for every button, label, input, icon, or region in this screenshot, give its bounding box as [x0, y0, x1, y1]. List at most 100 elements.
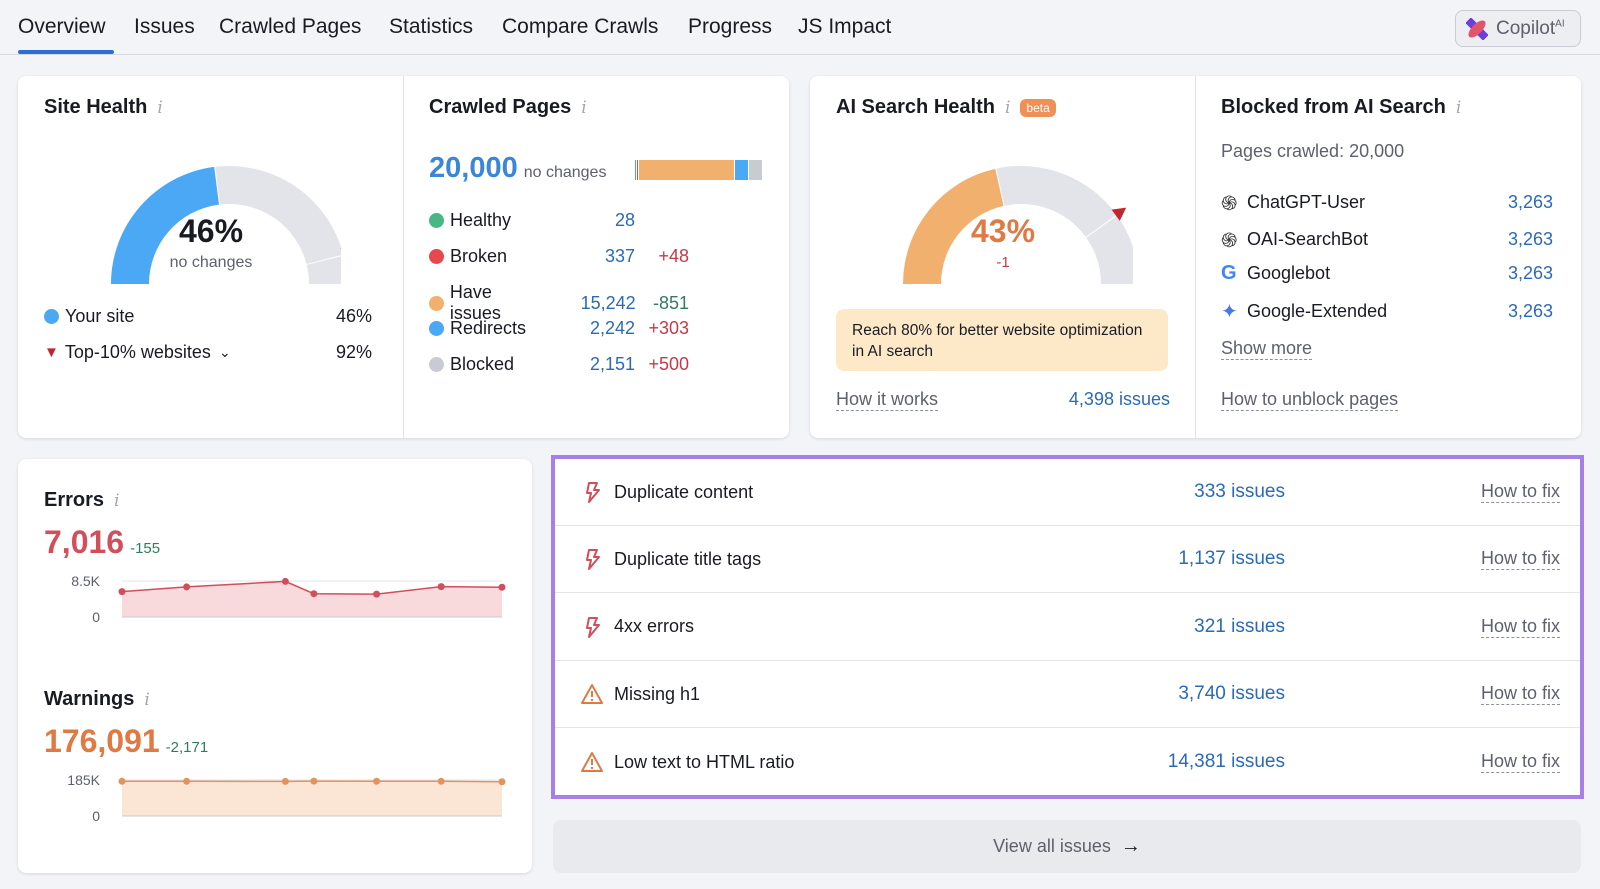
show-more-link[interactable]: Show more: [1221, 338, 1313, 360]
row-value[interactable]: 2,242: [589, 318, 635, 338]
site-health-title: Site Health i: [44, 96, 163, 118]
data-point[interactable]: [183, 777, 191, 785]
data-point[interactable]: [183, 583, 191, 591]
status-dot-icon: [429, 213, 444, 228]
copilot-button[interactable]: CopilotAI: [1455, 10, 1581, 47]
chevron-down-icon[interactable]: ⌄: [218, 344, 231, 360]
y-tick-label: 0: [92, 609, 100, 625]
issue-name[interactable]: Duplicate content: [614, 481, 754, 502]
beta-badge: beta: [1020, 98, 1056, 117]
ai-health-value: 43%: [970, 213, 1036, 249]
view-all-issues-button[interactable]: View all issues →: [553, 820, 1581, 873]
how-to-fix-link[interactable]: How to fix: [1480, 751, 1560, 774]
area-fill: [122, 581, 502, 617]
row-label: Healthy: [450, 210, 512, 230]
crawled-row-have-issues[interactable]: Have issues 15,242 -851: [429, 282, 689, 324]
issue-name[interactable]: Low text to HTML ratio: [614, 751, 795, 772]
bot-value[interactable]: 3,263: [1507, 192, 1553, 212]
bar-segment-broken: [636, 160, 640, 180]
info-icon[interactable]: i: [1004, 97, 1011, 118]
how-to-fix-link[interactable]: How to fix: [1480, 481, 1560, 503]
tab-compare-crawls[interactable]: Compare Crawls: [502, 15, 659, 38]
data-point[interactable]: [373, 777, 381, 785]
blocked-ai-title: Blocked from AI Search i: [1221, 96, 1462, 118]
bot-value[interactable]: 3,263: [1507, 263, 1553, 283]
data-point[interactable]: [437, 583, 445, 591]
crawled-row-redirects[interactable]: Redirects 2,242 +303: [429, 318, 689, 339]
info-icon[interactable]: i: [157, 97, 163, 118]
data-point[interactable]: [437, 777, 445, 785]
ai-health-title: AI Search Health i beta: [836, 96, 1056, 119]
data-point[interactable]: [118, 588, 126, 596]
tab-statistics[interactable]: Statistics: [389, 15, 474, 38]
crawled-row-blocked[interactable]: Blocked 2,151 +500: [429, 354, 689, 375]
google-icon: G: [1221, 262, 1237, 284]
y-tick-label: 185K: [67, 772, 100, 788]
ai-overview-card: AI Search Health i beta 43% -1 Reach 80% f…: [810, 76, 1581, 438]
bot-row: ֍ ChatGPT-User 3,263: [1221, 189, 1553, 216]
issue-row: Duplicate title tags 1,137 issues How to f…: [555, 526, 1580, 594]
gauge-track: [215, 166, 341, 265]
ai-issues-link[interactable]: 4,398 issues: [1068, 389, 1170, 409]
ai-health-change: -1: [996, 254, 1010, 271]
row-label: Have issues: [449, 282, 501, 323]
info-icon[interactable]: i: [1455, 97, 1462, 118]
data-point[interactable]: [118, 777, 126, 785]
info-icon[interactable]: i: [581, 97, 587, 118]
data-point[interactable]: [281, 777, 289, 785]
issue-name[interactable]: Duplicate title tags: [614, 548, 762, 569]
issue-count-link[interactable]: 321 issues: [1194, 615, 1285, 637]
row-value[interactable]: 15,242: [580, 292, 636, 313]
issue-count-link[interactable]: 3,740 issues: [1178, 683, 1285, 705]
warnings-total[interactable]: 176,091: [44, 723, 160, 759]
data-point[interactable]: [310, 777, 318, 785]
top-nav: Overview Issues Crawled Pages Statistics…: [0, 0, 1600, 55]
bot-value[interactable]: 3,263: [1507, 300, 1553, 321]
gauge-track: [1086, 215, 1133, 284]
bar-segment-have-issues: [639, 160, 736, 180]
site-health-change: no changes: [169, 254, 253, 271]
issue-name[interactable]: 4xx errors: [614, 616, 695, 637]
issue-count-link[interactable]: 1,137 issues: [1178, 548, 1285, 570]
row-value[interactable]: 28: [614, 210, 635, 230]
info-icon[interactable]: i: [114, 490, 120, 511]
row-delta: +303: [648, 318, 689, 338]
legend-top-10[interactable]: ▼ Top-10% websites ⌄ 92%: [44, 342, 372, 362]
data-point[interactable]: [281, 577, 289, 585]
crawled-row-healthy[interactable]: Healthy 28: [429, 210, 689, 231]
warnings-title: Warnings i: [44, 688, 150, 710]
issue-count-link[interactable]: 333 issues: [1194, 481, 1285, 502]
issue-name[interactable]: Missing h1: [614, 683, 701, 704]
bot-value[interactable]: 3,263: [1507, 228, 1553, 249]
row-delta: +500: [648, 354, 689, 374]
crawled-row-broken[interactable]: Broken 337 +48: [429, 246, 689, 267]
data-point[interactable]: [373, 590, 381, 598]
tab-progress[interactable]: Progress: [688, 15, 773, 38]
how-to-unblock-link[interactable]: How to unblock pages: [1221, 389, 1399, 411]
crawled-total-value[interactable]: 20,000: [429, 152, 518, 184]
how-to-fix-link[interactable]: How to fix: [1480, 615, 1560, 638]
how-to-fix-link[interactable]: How to fix: [1480, 548, 1560, 571]
issue-count-link[interactable]: 14,381 issues: [1167, 751, 1285, 773]
warning-triangle-icon: [581, 751, 603, 773]
status-dot-icon: [429, 249, 444, 264]
row-delta: +48: [658, 246, 689, 266]
benchmark-marker-icon: [1111, 207, 1127, 221]
row-value[interactable]: 2,151: [589, 354, 635, 374]
tab-js-impact[interactable]: JS Impact: [798, 15, 892, 38]
row-value[interactable]: 337: [604, 246, 635, 266]
tab-issues[interactable]: Issues: [134, 15, 195, 38]
errors-total[interactable]: 7,016: [44, 524, 125, 560]
how-it-works-link[interactable]: How it works: [836, 389, 939, 411]
errors-chart: 8.5K 0: [71, 573, 506, 625]
lightning-icon: [581, 548, 603, 571]
info-icon[interactable]: i: [144, 689, 150, 710]
row-label: Broken: [450, 246, 508, 266]
data-point[interactable]: [498, 778, 506, 786]
data-point[interactable]: [310, 590, 318, 598]
issue-row: Missing h1 3,740 issues How to fix: [555, 661, 1580, 729]
how-to-fix-link[interactable]: How to fix: [1480, 683, 1560, 706]
data-point[interactable]: [498, 583, 506, 591]
tab-crawled-pages[interactable]: Crawled Pages: [219, 15, 362, 38]
tab-overview[interactable]: Overview: [18, 15, 106, 38]
